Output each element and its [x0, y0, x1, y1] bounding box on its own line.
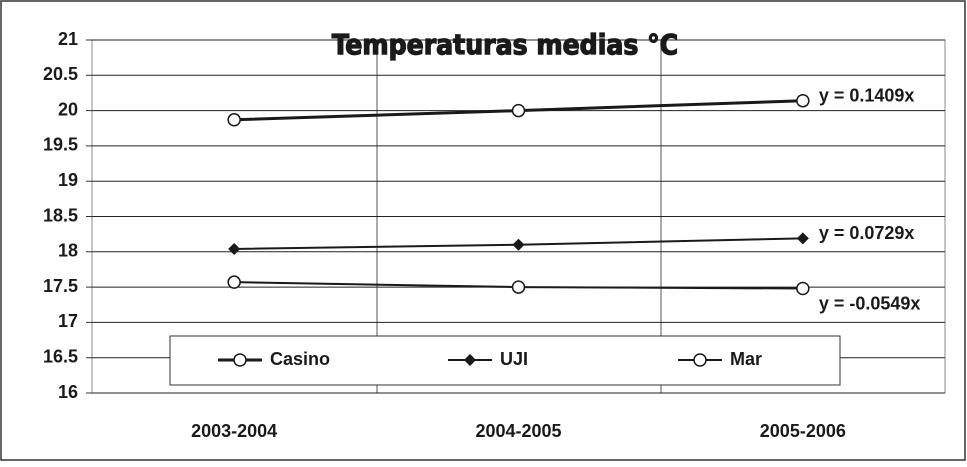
y-tick-label: 17 [58, 311, 78, 331]
legend-marker [693, 353, 707, 367]
y-tick-label: 19 [58, 170, 78, 190]
y-tick-label: 18 [58, 241, 78, 261]
legend-label: Casino [270, 349, 330, 369]
trendline-label: y = 0.1409x [819, 85, 915, 105]
y-tick-label: 20.5 [43, 64, 78, 84]
y-tick-label: 20 [58, 99, 78, 119]
data-point [512, 238, 525, 251]
x-tick-label: 2004-2005 [475, 421, 561, 441]
y-tick-label: 18.5 [43, 205, 78, 225]
legend-marker [233, 353, 247, 367]
legend-marker [464, 354, 476, 366]
y-tick-label: 16 [58, 382, 78, 402]
data-point [227, 113, 241, 127]
trendline-label: y = -0.0549x [819, 293, 921, 313]
data-point [796, 232, 809, 245]
x-tick-label: 2003-2004 [191, 421, 277, 441]
data-point [796, 93, 810, 108]
y-tick-label: 21 [58, 29, 78, 49]
y-tick-label: 17.5 [43, 276, 78, 296]
y-tick-label: 19.5 [43, 135, 78, 155]
y-tick-label: 16.5 [43, 346, 78, 366]
data-point [511, 103, 526, 118]
data-point [511, 280, 526, 294]
data-point [796, 281, 810, 296]
data-point [227, 275, 241, 289]
legend-label: UJI [500, 349, 528, 369]
legend-label: Mar [730, 349, 762, 369]
legend-box [169, 335, 841, 386]
data-point [228, 242, 241, 255]
trendline-label: y = 0.0729x [819, 223, 915, 243]
x-tick-label: 2005-2006 [760, 421, 846, 441]
chart-title: Temperaturas medias °C [332, 28, 678, 61]
